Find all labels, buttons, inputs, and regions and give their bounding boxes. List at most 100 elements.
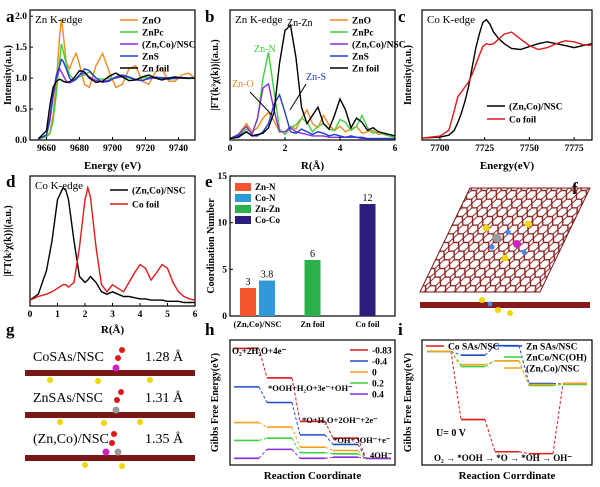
plot-frame bbox=[421, 9, 593, 141]
bar bbox=[359, 204, 376, 316]
legend-entry: Zn-N bbox=[255, 182, 276, 192]
s-atom bbox=[101, 420, 107, 426]
panel-letter-h: h bbox=[205, 320, 215, 339]
co-atom bbox=[492, 233, 502, 243]
legend-entry: Zn-Zn bbox=[255, 204, 280, 214]
energy-connector bbox=[324, 446, 334, 451]
x-tick-label: 9720 bbox=[136, 144, 155, 154]
annotation: 4OH⁻ bbox=[370, 450, 392, 460]
s-atom bbox=[147, 377, 153, 383]
energy-connector bbox=[291, 426, 301, 448]
energy-connector bbox=[450, 350, 462, 356]
y-tick-label: 5 bbox=[222, 265, 227, 275]
x-tick-label: 7775 bbox=[565, 144, 584, 154]
energy-connector bbox=[552, 383, 564, 454]
chart-title: Zn K-edge bbox=[35, 14, 82, 26]
s-atom bbox=[47, 377, 53, 383]
y-axis-label: Intensity(a.u.) bbox=[403, 45, 414, 105]
legend-entry: ZnO bbox=[142, 17, 161, 27]
substrate-slab bbox=[25, 370, 195, 376]
panel-letter-i: i bbox=[398, 320, 403, 339]
legend-entry: (Zn,Co)/NSC bbox=[352, 40, 406, 51]
energy-connector bbox=[552, 383, 564, 386]
x-tick-label: 9680 bbox=[70, 144, 89, 154]
x-tick-label: Co foil bbox=[355, 319, 380, 329]
y-axis-label: |FT(k³χ(k))|(a.u.) bbox=[210, 39, 221, 110]
annotation: *O+H₂O+2OH⁻+2e⁻ bbox=[302, 415, 378, 425]
energy-connector bbox=[357, 450, 367, 459]
chart-title: Co K-edge bbox=[35, 180, 83, 192]
energy-connector bbox=[258, 422, 268, 428]
legend-entry: Zn SAs/NSC bbox=[526, 343, 578, 353]
s-atom bbox=[495, 307, 501, 313]
legend-entry: Co foil bbox=[132, 201, 160, 211]
energy-connector bbox=[291, 402, 301, 435]
x-tick-label: 4 bbox=[138, 310, 143, 320]
x-tick-label: 7750 bbox=[520, 144, 539, 154]
chart-d: 0 1 2 3 4 5 6 Co K-edge (Zn,Co)/NSC Co foil R(Å) |F… bbox=[3, 175, 198, 336]
plot-frame bbox=[229, 339, 396, 466]
legend-entry: ZnPc bbox=[352, 29, 374, 39]
legend-entry: Co-N bbox=[255, 193, 276, 203]
legend-swatch bbox=[235, 216, 251, 224]
x-tick-label: 7700 bbox=[430, 144, 449, 154]
y-tick-label: 1.0 bbox=[15, 74, 27, 84]
bar-value-label: 6 bbox=[310, 249, 315, 260]
chart-e: 0 5 10 15 (Zn,Co)/NSC Zn foil Co foil 3 3.8 6 12 Zn… bbox=[206, 172, 396, 329]
chart-b: 0 2 4 6 Zn K-edge ZnO ZnPc(Zn,Co)/NSC ZnS Zn foi… bbox=[210, 9, 406, 172]
x-tick-label: Zn foil bbox=[300, 319, 325, 329]
model-zncosnc: (Zn,Co)/NSC 1.35 Å bbox=[25, 431, 195, 469]
energy-connector bbox=[484, 419, 496, 452]
energy-connector bbox=[484, 360, 496, 366]
bond-distance: 1.35 Å bbox=[145, 431, 184, 447]
legend-entry: -0.83 bbox=[372, 347, 392, 357]
energy-connector bbox=[258, 348, 268, 379]
annotation: *OOH+H₂O+3e⁻+OH⁻ bbox=[268, 383, 353, 393]
plot-frame bbox=[421, 339, 593, 466]
chart-a: 9660 9680 9700 9720 9740 0.0 0.5 1.0 1.5 2.0 Zn K-… bbox=[3, 9, 196, 172]
series-line bbox=[229, 52, 396, 140]
x-tick-label: 3 bbox=[110, 310, 115, 320]
energy-connector bbox=[357, 453, 367, 459]
s-atom bbox=[137, 419, 143, 425]
x-axis-label: Energy (eV) bbox=[84, 160, 141, 172]
metal-atom bbox=[112, 406, 120, 414]
x-tick-label: 6 bbox=[193, 310, 198, 320]
metal-atom bbox=[114, 448, 122, 456]
chart-title: Co K-edge bbox=[427, 14, 475, 26]
x-tick-label: 2 bbox=[83, 310, 88, 320]
bar-value-label: 12 bbox=[363, 193, 373, 204]
s-atom bbox=[482, 224, 490, 232]
annotation: Zn-N bbox=[254, 44, 276, 55]
annotation: Zn-O bbox=[232, 79, 254, 90]
side-view-sheet bbox=[420, 302, 590, 308]
structure-model-f bbox=[419, 187, 591, 316]
annotation: *OH+3OH⁻+e⁻ bbox=[333, 435, 391, 445]
chart-i: Co SAs/NSC Zn SAs/NSCZnCo/NC(OH)(Zn,Co)/N… bbox=[403, 339, 593, 482]
energy-connector bbox=[258, 437, 268, 441]
zn-atom bbox=[513, 240, 521, 248]
panel-letter-d: d bbox=[6, 172, 16, 191]
legend-entry: ZnCo/NC(OH) bbox=[526, 353, 587, 364]
x-tick-label: 6 bbox=[393, 144, 398, 154]
x-axis-label: R(Å) bbox=[301, 160, 325, 172]
legend-entry: 0 bbox=[372, 369, 377, 379]
x-tick-label: 7725 bbox=[475, 144, 494, 154]
energy-connector bbox=[518, 345, 530, 384]
energy-connector bbox=[450, 351, 462, 420]
energy-connector bbox=[258, 386, 268, 403]
energy-connector bbox=[324, 452, 334, 455]
adsorption-models-g: CoSAs/NSC 1.28 Å ZnSAs/NSC 1.31 Å (Zn,Co… bbox=[25, 347, 195, 469]
annotation-arrow bbox=[249, 91, 273, 116]
y-axis-label: Gibbs Free Energy(eV) bbox=[210, 353, 221, 452]
chart-h: O₂+2H₂O+4e⁻ *OOH+H₂O+3e⁻+OH⁻ *O+H₂O+2OH⁻+2… bbox=[210, 339, 396, 482]
s-atom bbox=[524, 220, 532, 228]
legend-entry: -0.4 bbox=[372, 358, 387, 368]
annotation-arrow bbox=[289, 83, 307, 111]
x-tick-label: 4 bbox=[338, 144, 343, 154]
s-atom bbox=[507, 310, 513, 316]
chart-c: 7700 7725 7750 7775 Co K-edge (Zn,Co)/NSC Co f… bbox=[403, 9, 593, 172]
chart-title: Zn K-edge bbox=[235, 14, 282, 26]
bond-distance: 1.31 Å bbox=[145, 390, 184, 406]
series-line bbox=[421, 31, 593, 139]
